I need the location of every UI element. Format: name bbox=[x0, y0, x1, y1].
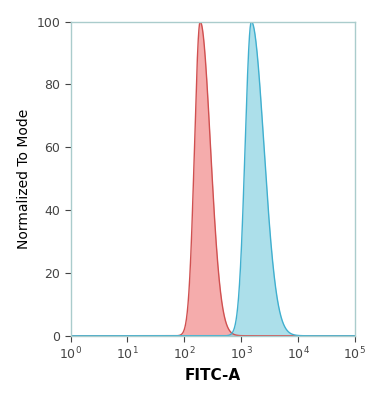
Y-axis label: Normalized To Mode: Normalized To Mode bbox=[17, 108, 31, 249]
X-axis label: FITC-A: FITC-A bbox=[185, 368, 241, 383]
